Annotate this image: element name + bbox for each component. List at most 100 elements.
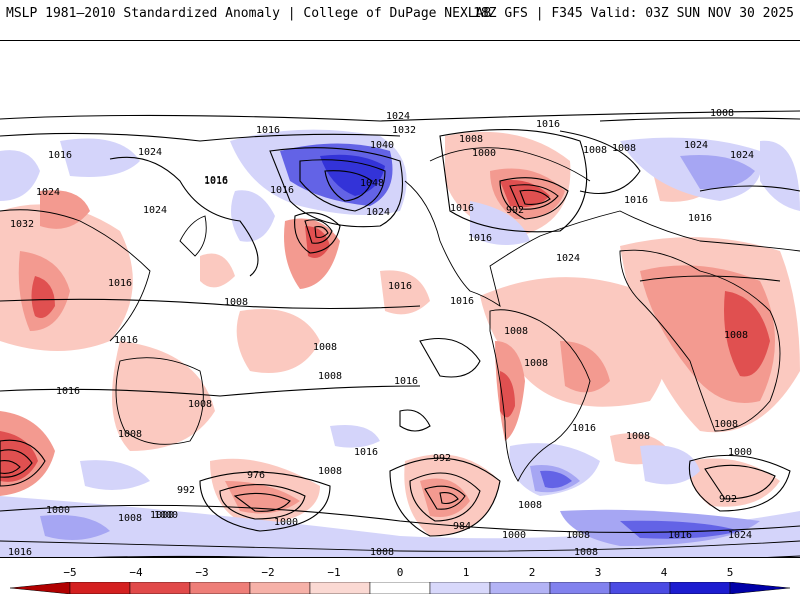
asia-coast: [0, 209, 151, 342]
isobar-35: [639, 275, 781, 282]
isobar-1: [0, 110, 800, 122]
colorbar-swatch: [429, 582, 491, 594]
isobar-label: 1000: [46, 505, 70, 516]
isobar-label: 1016: [48, 150, 72, 161]
isobar-29: [704, 464, 776, 500]
isobar-label: 1016: [270, 185, 294, 196]
anomaly-region-6: [0, 431, 38, 482]
isobar-12: [519, 189, 551, 205]
isobar-label: 1008: [188, 399, 212, 410]
isobar-label: 1016: [450, 296, 474, 307]
isobar-label: 1000: [274, 517, 298, 528]
isobar-label: 1008: [459, 134, 483, 145]
colorbar-swatch: [609, 582, 671, 594]
isobar-label: 1008: [612, 143, 636, 154]
isobar-label: 1024: [556, 253, 580, 264]
isobar-label: 1048: [360, 178, 384, 189]
anomaly-region-28: [380, 270, 430, 315]
isobar-label: 1016: [256, 125, 280, 136]
isobar-label: 1016: [624, 195, 648, 206]
colorbar-arrow-right: [729, 582, 790, 594]
colorbar-tick-label: 2: [528, 566, 536, 579]
isobar-label: 1008: [318, 371, 342, 382]
isobar-label: 1008: [518, 500, 542, 511]
anomaly-region-48: [80, 460, 150, 490]
map-valid-time: 18Z GFS | F345 Valid: 03Z SUN NOV 30 202…: [473, 6, 794, 21]
antarctica-coast: [0, 540, 800, 552]
isobar-33: [559, 130, 641, 195]
isobar-6: [324, 170, 373, 202]
isobar-label: 1024: [36, 187, 60, 198]
isobar-label: 1000: [502, 530, 526, 541]
isobar-label: 1024: [386, 111, 410, 122]
colorbar-tick-label: −5: [63, 566, 77, 579]
colorbar-arrow-left: [10, 582, 71, 594]
isobar-label: 1024: [366, 207, 390, 218]
colorbar: −5 −4 −3 −2 −1 0 1 2 3 4 5: [0, 560, 800, 600]
isobar-label: 1016: [688, 213, 712, 224]
isobar-4: [269, 147, 404, 228]
anomaly-region-43: [0, 496, 800, 557]
colorbar-swatch: [69, 582, 131, 594]
colorbar-swatch: [369, 582, 431, 594]
north-america-coast: [404, 180, 800, 308]
colorbar-swatch: [129, 582, 191, 594]
isobar-label: 992: [433, 453, 451, 464]
isobar-label: 1008: [318, 466, 342, 477]
isobar-label: 1008: [574, 547, 598, 558]
japan-coast: [179, 215, 207, 257]
isobar-label: 1008: [626, 431, 650, 442]
isobar-label: 992: [719, 494, 737, 505]
isobar-labels: 1024 1016 1016 1024 1040 1032 1016 1016 1048 1024…: [8, 108, 754, 558]
isobar-label: 1016: [450, 203, 474, 214]
anomaly-region-15: [420, 478, 470, 517]
anomaly-region-38: [760, 140, 800, 211]
colorbar-tick-label: −1: [327, 566, 341, 579]
colorbar-swatch: [669, 582, 731, 594]
colorbar-tick-label: 4: [660, 566, 668, 579]
anomaly-region-34: [0, 150, 40, 201]
isobar-11: [509, 184, 559, 210]
isobar-label: 1008: [724, 330, 748, 341]
colorbar-swatch: [189, 582, 251, 594]
isobar-label: 1032: [392, 125, 416, 136]
anomaly-region-45: [620, 520, 740, 539]
anomaly-region-49: [40, 515, 110, 540]
isobar-25: [409, 472, 481, 522]
anomaly-region-33: [231, 190, 275, 242]
isobar-label: 1024: [684, 140, 708, 151]
isobar-label: 1008: [118, 513, 142, 524]
anomaly-region-39: [470, 201, 530, 245]
anomaly-region-46: [640, 445, 700, 485]
isobar-8: [304, 219, 333, 244]
anomaly-region-18: [500, 180, 550, 208]
isobar-32: [599, 117, 800, 122]
isobar-16: [419, 337, 481, 378]
isobar-label: 1000: [154, 510, 178, 521]
isobar-31: [92, 555, 800, 557]
isobar-15: [0, 385, 421, 397]
isobar-label: 1016: [204, 175, 228, 186]
isobar-label: 1008: [313, 342, 337, 353]
colorbar-tick-label: 3: [594, 566, 602, 579]
isobar-26: [424, 485, 466, 510]
coastlines: [0, 147, 800, 552]
anomaly-region-7: [112, 341, 215, 451]
anomaly-region-37: [680, 155, 755, 190]
isobar-30: [0, 504, 800, 533]
isobar-label: 1008: [224, 297, 248, 308]
isobar-label: 1024: [143, 205, 167, 216]
isobar-label: 1024: [138, 147, 162, 158]
isobar-10: [499, 177, 569, 220]
colorbar-scale: [10, 582, 790, 594]
isobar-label: 1008: [710, 108, 734, 119]
isobar-label: 1016: [114, 335, 138, 346]
isobar-5: [299, 159, 386, 212]
colorbar-tick-label: 5: [726, 566, 734, 579]
isobar-13: [439, 129, 588, 233]
isobar-label: 976: [247, 470, 265, 481]
colorbar-swatch: [249, 582, 311, 594]
colorbar-swatch: [549, 582, 611, 594]
isobar-label: 1016: [354, 447, 378, 458]
colorbar-tick-label: −4: [129, 566, 143, 579]
